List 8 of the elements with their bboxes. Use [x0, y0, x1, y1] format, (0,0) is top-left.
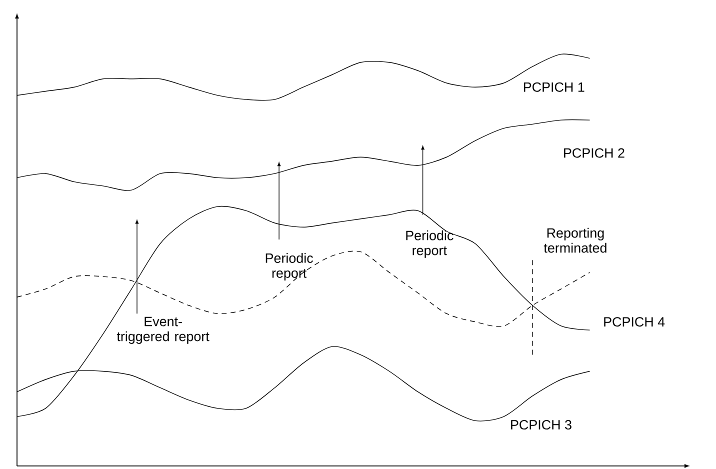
annotation: Event-triggered report: [116, 316, 210, 344]
annotation: Periodic report: [406, 230, 454, 258]
series-label: PCPICH 4: [604, 317, 665, 327]
annotation: Reporting terminated: [544, 228, 606, 253]
series-label: PCPICH 1: [524, 82, 584, 92]
series-label: PCPICH 3: [511, 420, 572, 430]
text: PCPICH 2: [564, 148, 624, 158]
annotation: Periodic report: [266, 253, 314, 281]
